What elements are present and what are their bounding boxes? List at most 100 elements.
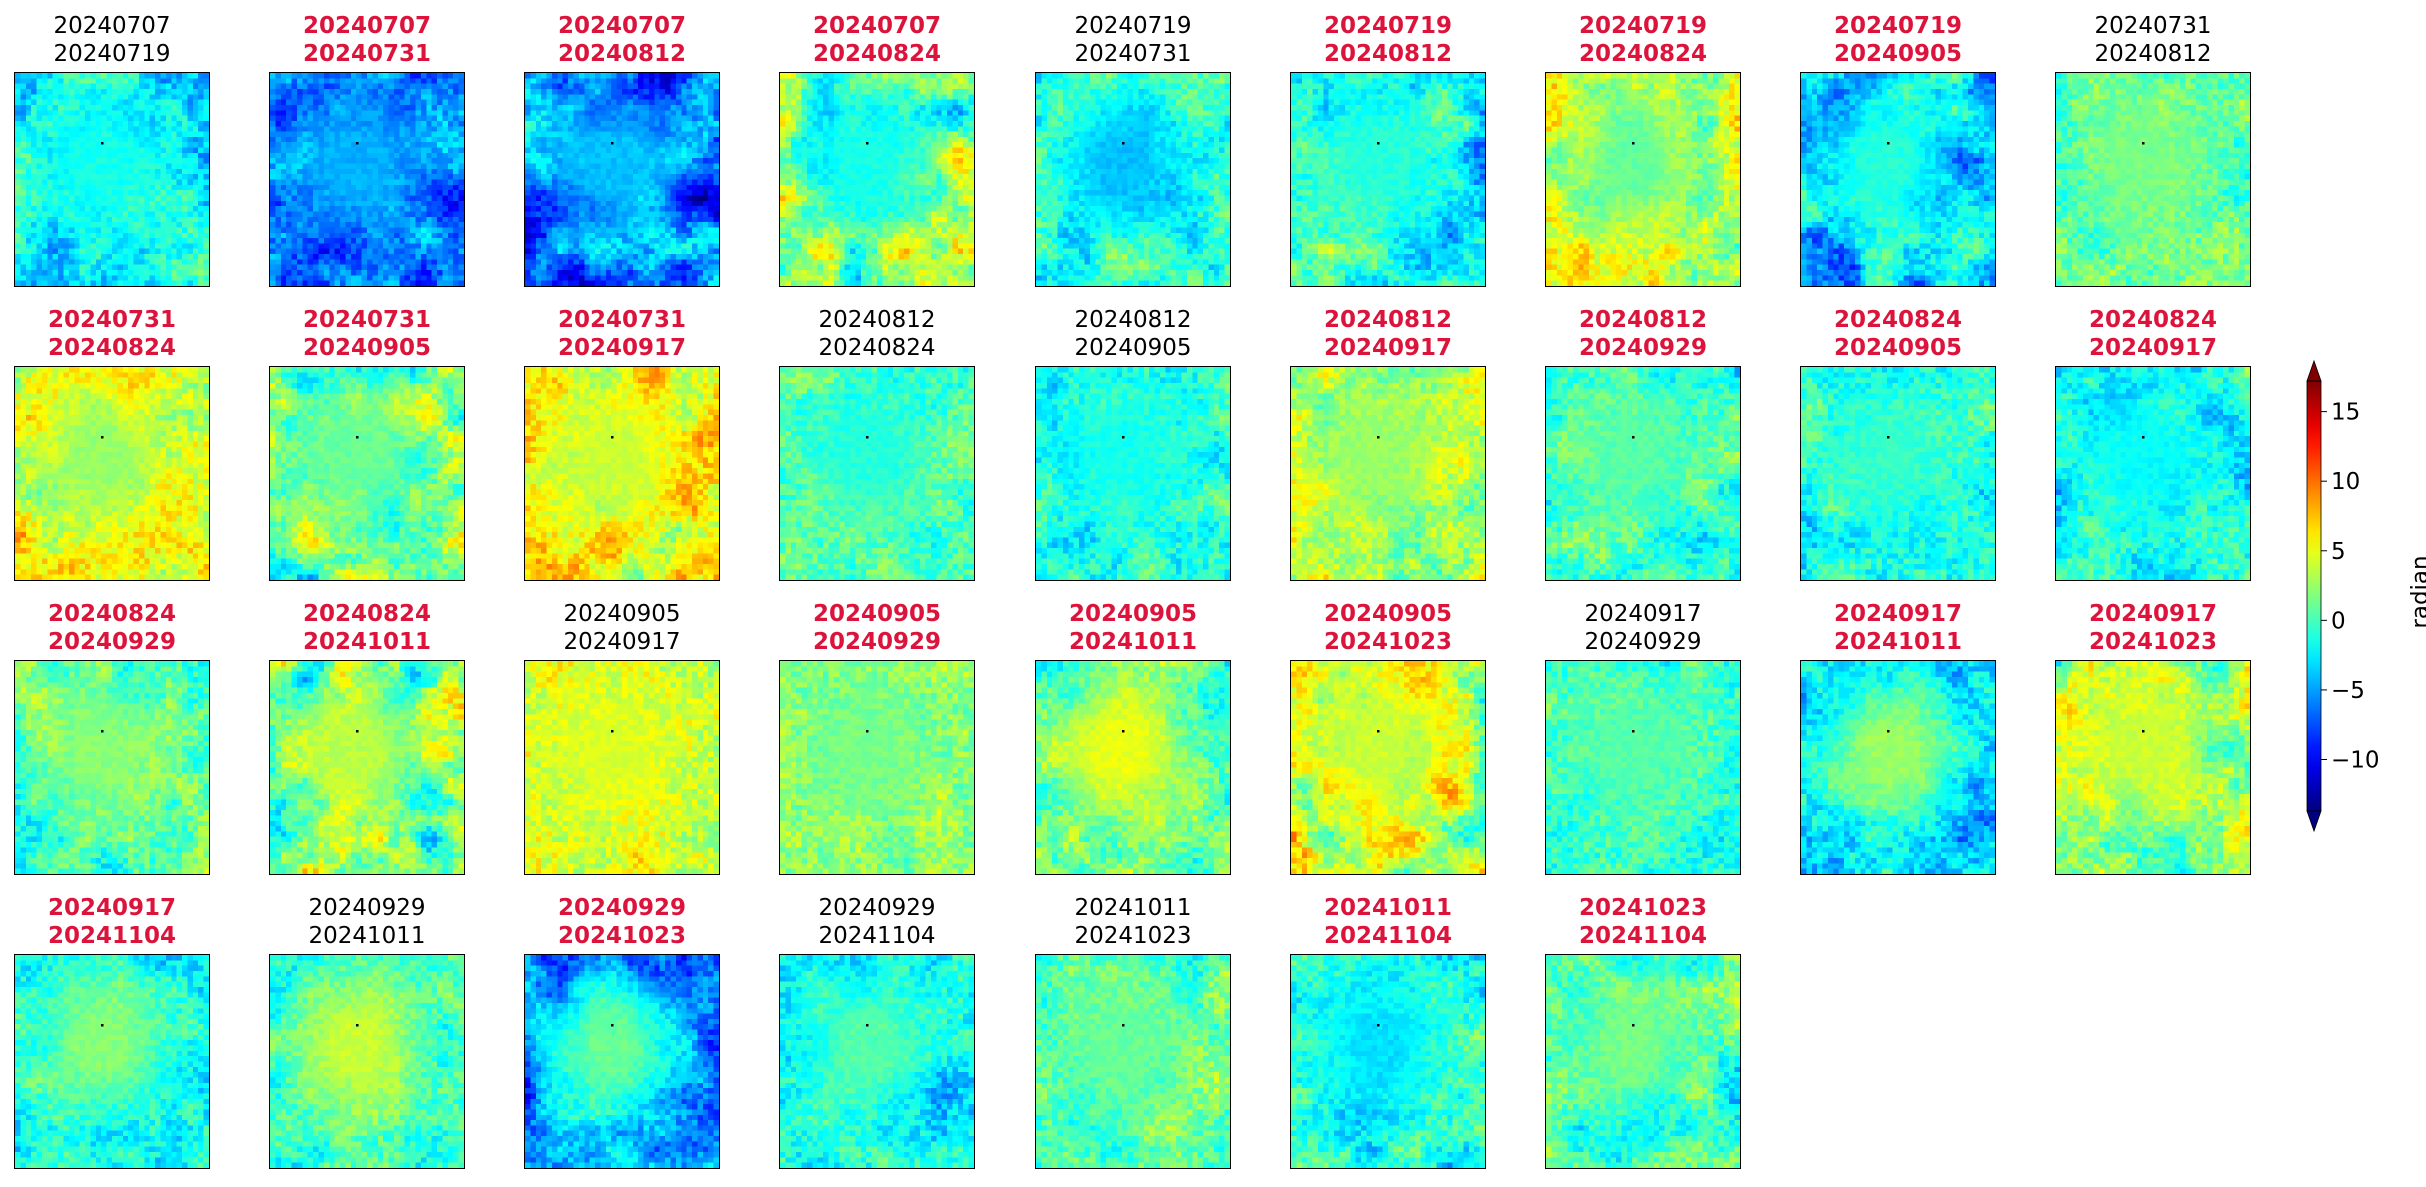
colorbar-tick-label: −5 bbox=[2331, 678, 2365, 704]
panel-date2: 20240812 bbox=[2043, 40, 2263, 68]
reference-point bbox=[1887, 730, 1890, 733]
panel-date2: 20240731 bbox=[1023, 40, 1243, 68]
panel-date1: 20241011 bbox=[1278, 894, 1498, 922]
panel-date2: 20240824 bbox=[767, 40, 987, 68]
interferogram-image bbox=[1036, 661, 1230, 874]
interferogram-panel bbox=[14, 72, 210, 287]
reference-point bbox=[2142, 142, 2145, 145]
panel-title: 20240905 20241011 bbox=[1023, 600, 1243, 656]
reference-point bbox=[101, 142, 104, 145]
interferogram-panel bbox=[1035, 366, 1231, 581]
panel-date2: 20241104 bbox=[767, 922, 987, 950]
panel-date2: 20240731 bbox=[257, 40, 477, 68]
panel-date1: 20240719 bbox=[1788, 12, 2008, 40]
interferogram-panel bbox=[1035, 660, 1231, 875]
interferogram-image bbox=[1036, 955, 1230, 1168]
reference-point bbox=[1122, 436, 1125, 439]
panel-date1: 20240929 bbox=[257, 894, 477, 922]
interferogram-image bbox=[1291, 955, 1485, 1168]
panel-date2: 20240824 bbox=[767, 334, 987, 362]
interferogram-image bbox=[1291, 367, 1485, 580]
panel-date1: 20240905 bbox=[1278, 600, 1498, 628]
panel-date1: 20240731 bbox=[2043, 12, 2263, 40]
colorbar-svg: 15 10 5 0 −5 −10 bbox=[2306, 359, 2380, 833]
interferogram-panel bbox=[524, 72, 720, 287]
interferogram-panel bbox=[779, 72, 975, 287]
reference-point bbox=[1632, 142, 1635, 145]
panel-date2: 20240929 bbox=[1533, 628, 1753, 656]
panel-date2: 20240905 bbox=[257, 334, 477, 362]
panel-title: 20240905 20240929 bbox=[767, 600, 987, 656]
panel-title: 20240905 20241023 bbox=[1278, 600, 1498, 656]
panel-date2: 20240824 bbox=[2, 334, 222, 362]
interferogram-image bbox=[780, 955, 974, 1168]
panel-title: 20241011 20241104 bbox=[1278, 894, 1498, 950]
interferogram-panel bbox=[524, 954, 720, 1169]
interferogram-panel bbox=[1800, 660, 1996, 875]
panel-title: 20240731 20240905 bbox=[257, 306, 477, 362]
panel-title: 20240917 20240929 bbox=[1533, 600, 1753, 656]
interferogram-image bbox=[2056, 661, 2250, 874]
interferogram-panel bbox=[2055, 366, 2251, 581]
panel-title: 20240929 20241011 bbox=[257, 894, 477, 950]
panel-date2: 20240905 bbox=[1788, 334, 2008, 362]
interferogram-image bbox=[270, 73, 464, 286]
colorbar-tick-label: 0 bbox=[2331, 608, 2346, 634]
interferogram-image bbox=[525, 73, 719, 286]
panel-date1: 20240812 bbox=[1278, 306, 1498, 334]
panel-title: 20240917 20241104 bbox=[2, 894, 222, 950]
interferogram-panel bbox=[2055, 72, 2251, 287]
panel-date1: 20240731 bbox=[2, 306, 222, 334]
interferogram-image bbox=[15, 367, 209, 580]
reference-point bbox=[1632, 1024, 1635, 1027]
panel-date2: 20240929 bbox=[1533, 334, 1753, 362]
panel-date2: 20241011 bbox=[257, 628, 477, 656]
panel-date1: 20240917 bbox=[1788, 600, 2008, 628]
panel-date1: 20240929 bbox=[767, 894, 987, 922]
colorbar-extend-max bbox=[2306, 359, 2322, 382]
reference-point bbox=[101, 730, 104, 733]
interferogram-image bbox=[525, 367, 719, 580]
interferogram-panel bbox=[524, 660, 720, 875]
panel-title: 20240731 20240917 bbox=[512, 306, 732, 362]
panel-title: 20240719 20240731 bbox=[1023, 12, 1243, 68]
panel-date1: 20240719 bbox=[1533, 12, 1753, 40]
panel-title: 20240707 20240812 bbox=[512, 12, 732, 68]
colorbar-tick-label: 10 bbox=[2331, 469, 2360, 495]
colorbar-outline bbox=[2306, 380, 2322, 812]
interferogram-panel bbox=[1545, 366, 1741, 581]
interferogram-image bbox=[2056, 73, 2250, 286]
panel-date1: 20240812 bbox=[1533, 306, 1753, 334]
reference-point bbox=[1122, 1024, 1125, 1027]
reference-point bbox=[1122, 142, 1125, 145]
interferogram-image bbox=[270, 661, 464, 874]
reference-point bbox=[101, 436, 104, 439]
panel-date1: 20240719 bbox=[1278, 12, 1498, 40]
panel-date1: 20240812 bbox=[767, 306, 987, 334]
panel-date2: 20240905 bbox=[1788, 40, 2008, 68]
reference-point bbox=[1377, 142, 1380, 145]
interferogram-image bbox=[2056, 367, 2250, 580]
interferogram-panel bbox=[1290, 660, 1486, 875]
panel-date1: 20240905 bbox=[512, 600, 732, 628]
reference-point bbox=[356, 1024, 359, 1027]
reference-point bbox=[611, 436, 614, 439]
panel-date1: 20241023 bbox=[1533, 894, 1753, 922]
interferogram-panel bbox=[779, 366, 975, 581]
reference-point bbox=[866, 436, 869, 439]
panel-date1: 20240812 bbox=[1023, 306, 1243, 334]
interferogram-panel bbox=[779, 660, 975, 875]
colorbar-extend-min bbox=[2306, 810, 2322, 833]
reference-point bbox=[101, 1024, 104, 1027]
panel-date2: 20241023 bbox=[1023, 922, 1243, 950]
panel-date2: 20241104 bbox=[2, 922, 222, 950]
interferogram-image bbox=[1036, 73, 1230, 286]
panel-title: 20240812 20240929 bbox=[1533, 306, 1753, 362]
panel-title: 20240812 20240917 bbox=[1278, 306, 1498, 362]
panel-date1: 20240929 bbox=[512, 894, 732, 922]
interferogram-image bbox=[1801, 661, 1995, 874]
interferogram-image bbox=[1546, 661, 1740, 874]
panel-date1: 20240731 bbox=[512, 306, 732, 334]
interferogram-panel bbox=[1800, 72, 1996, 287]
